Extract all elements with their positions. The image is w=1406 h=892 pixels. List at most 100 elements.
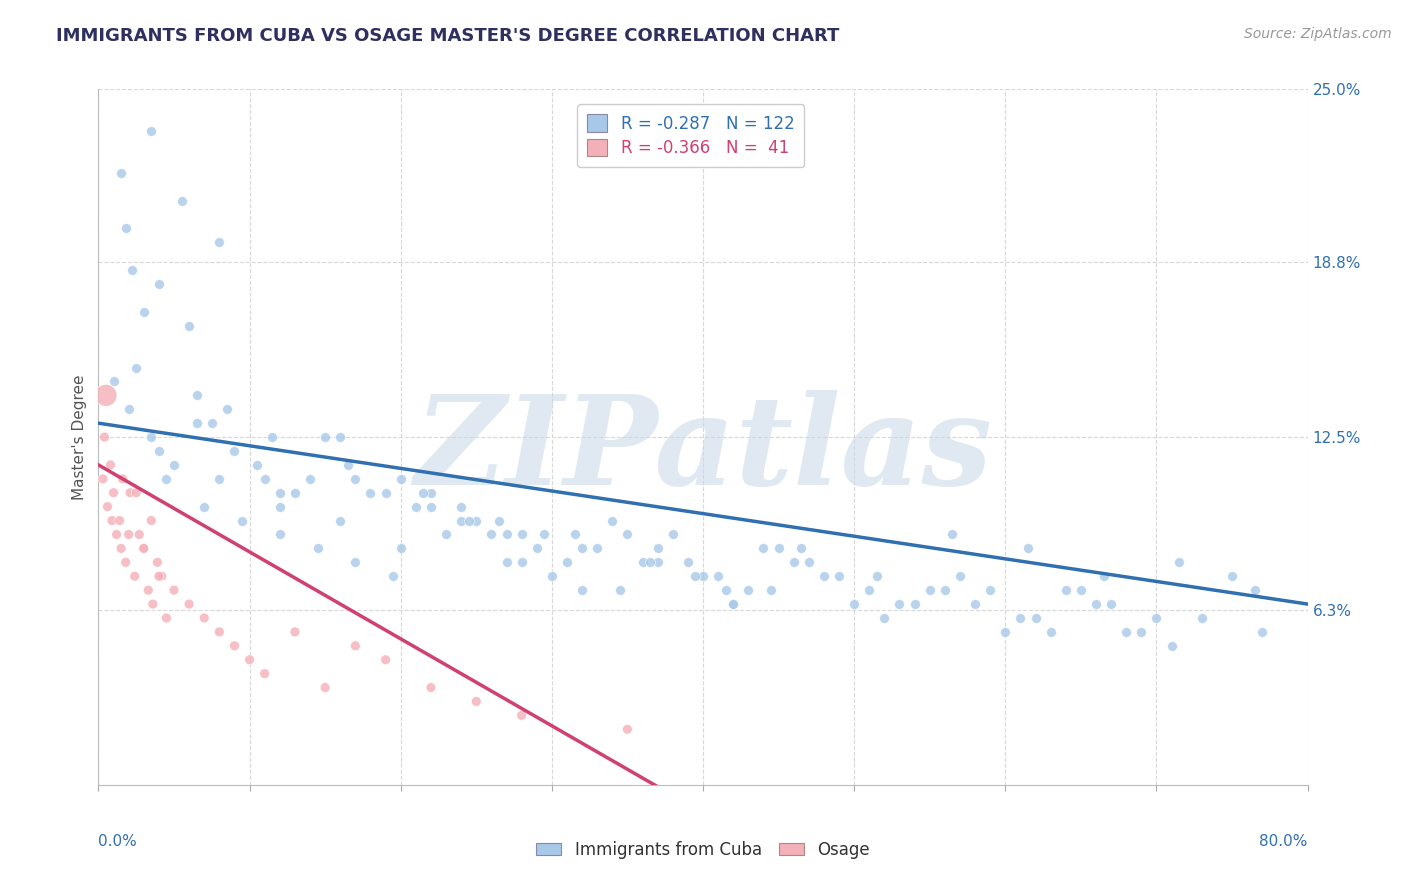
- Point: [714, 583, 737, 598]
- Point: [510, 708, 533, 723]
- Point: [1115, 624, 1137, 639]
- Point: [631, 555, 654, 569]
- Point: [284, 624, 307, 639]
- Point: [141, 430, 163, 444]
- Point: [866, 569, 889, 583]
- Point: [141, 124, 163, 138]
- Point: [481, 527, 503, 541]
- Point: [1024, 611, 1046, 625]
- Point: [979, 583, 1001, 598]
- Point: [488, 514, 510, 528]
- Point: [246, 458, 269, 472]
- Point: [737, 583, 759, 598]
- Point: [360, 485, 382, 500]
- Point: [813, 569, 835, 583]
- Point: [1099, 597, 1122, 611]
- Point: [269, 527, 291, 541]
- Point: [1243, 583, 1265, 598]
- Point: [382, 569, 405, 583]
- Point: [91, 472, 114, 486]
- Point: [155, 611, 177, 625]
- Point: [555, 555, 578, 569]
- Point: [114, 221, 136, 235]
- Point: [949, 569, 972, 583]
- Point: [224, 639, 246, 653]
- Point: [118, 527, 141, 541]
- Point: [934, 583, 956, 598]
- Point: [103, 375, 125, 389]
- Point: [389, 541, 412, 556]
- Point: [215, 402, 238, 417]
- Point: [170, 194, 193, 208]
- Point: [768, 541, 790, 556]
- Point: [179, 597, 201, 611]
- Point: [1070, 583, 1092, 598]
- Point: [647, 555, 669, 569]
- Point: [873, 611, 896, 625]
- Point: [941, 527, 963, 541]
- Point: [1054, 583, 1077, 598]
- Point: [110, 541, 132, 556]
- Point: [224, 444, 246, 458]
- Point: [692, 569, 714, 583]
- Point: [638, 555, 661, 569]
- Point: [533, 527, 555, 541]
- Point: [609, 583, 631, 598]
- Point: [420, 500, 443, 514]
- Point: [457, 514, 479, 528]
- Point: [1220, 569, 1243, 583]
- Point: [1160, 639, 1182, 653]
- Point: [105, 527, 128, 541]
- Point: [124, 569, 146, 583]
- Point: [616, 723, 638, 737]
- Point: [904, 597, 927, 611]
- Point: [208, 624, 231, 639]
- Point: [120, 485, 142, 500]
- Text: IMMIGRANTS FROM CUBA VS OSAGE MASTER'S DEGREE CORRELATION CHART: IMMIGRANTS FROM CUBA VS OSAGE MASTER'S D…: [56, 27, 839, 45]
- Point: [1010, 611, 1032, 625]
- Point: [94, 388, 117, 402]
- Point: [389, 472, 412, 486]
- Point: [132, 541, 155, 556]
- Point: [707, 569, 730, 583]
- Legend: R = -0.287   N = 122, R = -0.366   N =  41: R = -0.287 N = 122, R = -0.366 N = 41: [578, 104, 804, 168]
- Point: [1146, 611, 1168, 625]
- Point: [495, 555, 517, 569]
- Point: [526, 541, 548, 556]
- Point: [1039, 624, 1062, 639]
- Point: [253, 666, 276, 681]
- Point: [163, 583, 186, 598]
- Point: [142, 597, 165, 611]
- Point: [125, 485, 148, 500]
- Point: [329, 430, 352, 444]
- Point: [994, 624, 1017, 639]
- Point: [329, 514, 352, 528]
- Point: [344, 639, 367, 653]
- Point: [723, 597, 745, 611]
- Point: [450, 514, 472, 528]
- Point: [661, 527, 683, 541]
- Point: [108, 514, 131, 528]
- Point: [103, 485, 125, 500]
- Point: [307, 541, 329, 556]
- Point: [239, 653, 262, 667]
- Point: [121, 263, 143, 277]
- Text: 80.0%: 80.0%: [1260, 834, 1308, 848]
- Text: 0.0%: 0.0%: [98, 834, 138, 848]
- Point: [193, 500, 215, 514]
- Point: [420, 485, 443, 500]
- Point: [918, 583, 941, 598]
- Point: [465, 694, 488, 708]
- Point: [797, 555, 820, 569]
- Point: [148, 569, 170, 583]
- Point: [179, 318, 201, 333]
- Point: [125, 360, 148, 375]
- Point: [1085, 597, 1108, 611]
- Point: [647, 541, 669, 556]
- Point: [889, 597, 911, 611]
- Point: [685, 569, 707, 583]
- Point: [253, 472, 276, 486]
- Point: [314, 681, 336, 695]
- Point: [510, 555, 533, 569]
- Point: [374, 485, 396, 500]
